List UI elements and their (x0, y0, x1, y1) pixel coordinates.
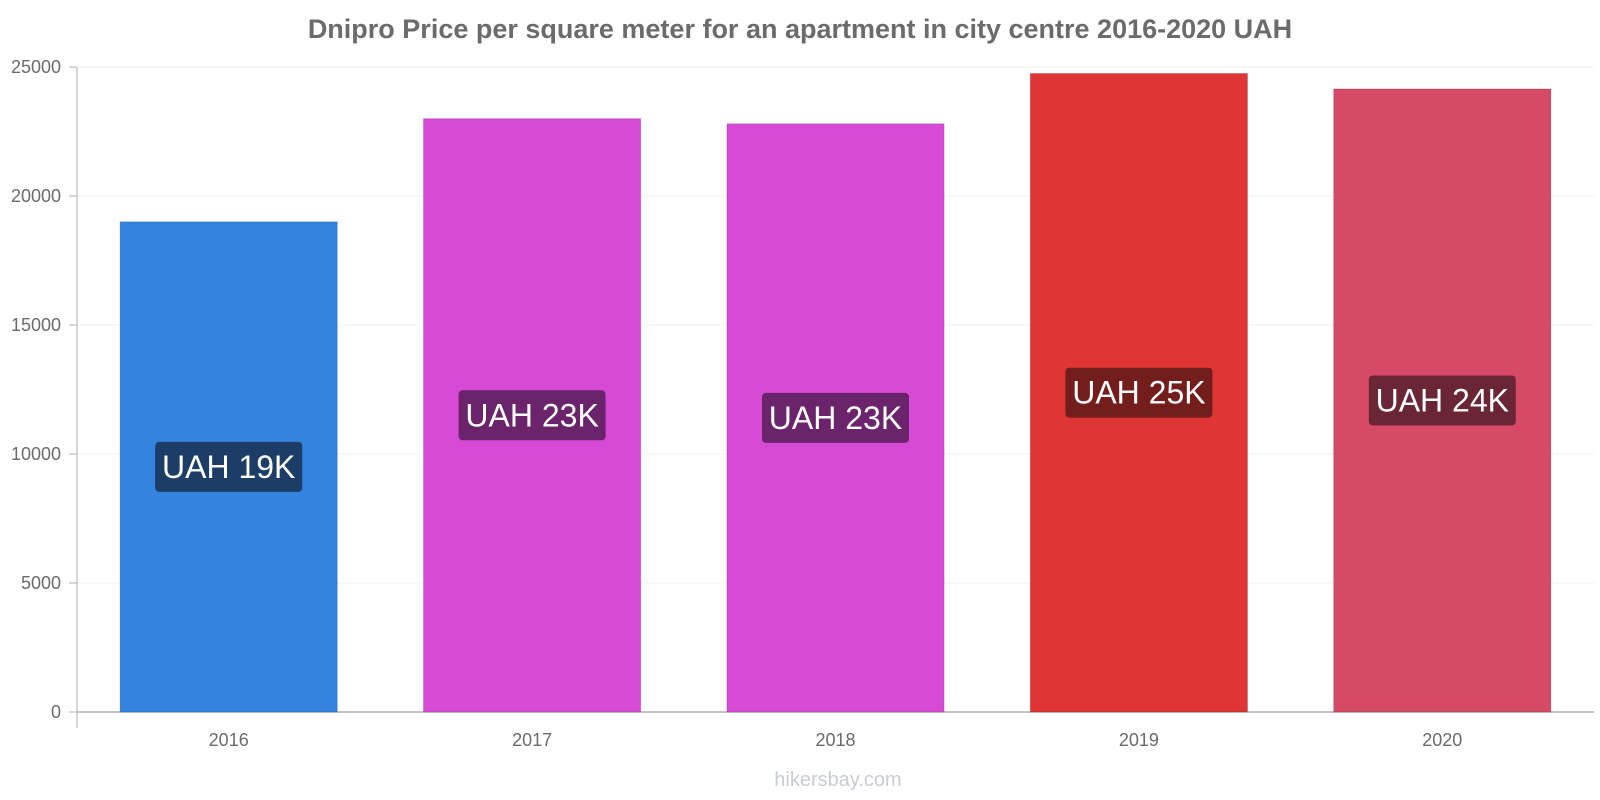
y-tick-label: 0 (51, 702, 61, 722)
watermark: hikersbay.com (774, 769, 902, 791)
x-tick-label: 2019 (1119, 730, 1159, 750)
y-tick-label: 25000 (11, 57, 61, 77)
x-tick-label: 2020 (1422, 730, 1462, 750)
data-label-badge (1065, 367, 1213, 418)
data-label-badge (458, 390, 606, 441)
data-label: UAH 23K (769, 400, 902, 436)
chart-title: Dnipro Price per square meter for an apa… (307, 14, 1293, 44)
y-tick-label: 10000 (11, 444, 61, 464)
y-tick-label: 15000 (11, 315, 61, 335)
x-tick-label: 2017 (512, 730, 552, 750)
data-label: UAH 25K (1072, 375, 1205, 411)
x-tick-label: 2016 (209, 730, 249, 750)
data-label-badge (155, 441, 303, 492)
data-label: UAH 24K (1376, 382, 1509, 418)
data-label-badge (1368, 375, 1516, 426)
data-label-badge (762, 392, 909, 443)
data-label: UAH 23K (465, 397, 598, 433)
y-tick-label: 5000 (21, 573, 61, 593)
data-label: UAH 19K (162, 449, 295, 485)
x-tick-label: 2018 (815, 730, 855, 750)
y-tick-label: 20000 (11, 186, 61, 206)
